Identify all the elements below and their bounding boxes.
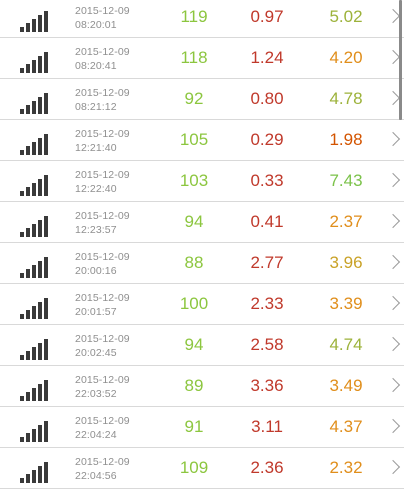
upload-value: 3.39 bbox=[329, 294, 363, 313]
results-list: 2015-12-09 08:20:01 119 0.97 5.02 2015-1… bbox=[0, 0, 404, 489]
chevron-right-icon[interactable] bbox=[385, 377, 401, 393]
result-time: 12:23:57 bbox=[75, 224, 117, 236]
signal-strength-icon bbox=[20, 338, 50, 360]
upload-value: 4.20 bbox=[329, 48, 363, 67]
chevron-right-icon[interactable] bbox=[385, 254, 401, 270]
signal-strength-icon bbox=[20, 174, 50, 196]
download-value: 0.41 bbox=[250, 212, 284, 231]
upload-value: 4.78 bbox=[329, 89, 363, 108]
chevron-right-icon[interactable] bbox=[385, 336, 401, 352]
ping-value: 91 bbox=[184, 417, 204, 436]
result-row[interactable]: 2015-12-09 20:00:16 88 2.77 3.96 bbox=[0, 243, 404, 284]
ping-value: 103 bbox=[179, 171, 209, 190]
ping-value: 88 bbox=[184, 253, 204, 272]
upload-value: 3.49 bbox=[329, 376, 363, 395]
download-value: 2.33 bbox=[250, 294, 284, 313]
chevron-right-icon[interactable] bbox=[385, 90, 401, 106]
result-time: 20:00:16 bbox=[75, 265, 117, 277]
result-date: 2015-12-09 bbox=[75, 251, 130, 263]
upload-value: 7.43 bbox=[329, 171, 363, 190]
download-value: 2.36 bbox=[250, 458, 284, 477]
upload-value: 2.37 bbox=[329, 212, 363, 231]
download-value: 0.80 bbox=[250, 89, 284, 108]
upload-value: 4.74 bbox=[329, 335, 363, 354]
result-time: 22:04:24 bbox=[75, 429, 117, 441]
result-row[interactable]: 2015-12-09 08:21:12 92 0.80 4.78 bbox=[0, 79, 404, 120]
upload-value: 4.37 bbox=[329, 417, 363, 436]
result-row[interactable]: 2015-12-09 12:23:57 94 0.41 2.37 bbox=[0, 202, 404, 243]
signal-strength-icon bbox=[20, 461, 50, 483]
download-value: 0.29 bbox=[250, 130, 284, 149]
ping-value: 109 bbox=[179, 458, 209, 477]
upload-value: 2.32 bbox=[329, 458, 363, 477]
result-row[interactable]: 2015-12-09 22:04:24 91 3.11 4.37 bbox=[0, 407, 404, 448]
result-date: 2015-12-09 bbox=[75, 46, 130, 58]
result-row[interactable]: 2015-12-09 20:01:57 100 2.33 3.39 bbox=[0, 284, 404, 325]
chevron-right-icon[interactable] bbox=[385, 131, 401, 147]
result-date: 2015-12-09 bbox=[75, 87, 130, 99]
signal-strength-icon bbox=[20, 297, 50, 319]
upload-value: 1.98 bbox=[329, 130, 363, 149]
result-time: 08:21:12 bbox=[75, 101, 117, 113]
result-time: 08:20:41 bbox=[75, 60, 117, 72]
result-date: 2015-12-09 bbox=[75, 292, 130, 304]
ping-value: 89 bbox=[184, 376, 204, 395]
result-time: 12:22:40 bbox=[75, 183, 117, 195]
chevron-right-icon[interactable] bbox=[385, 213, 401, 229]
signal-strength-icon bbox=[20, 420, 50, 442]
download-value: 2.77 bbox=[250, 253, 284, 272]
result-date: 2015-12-09 bbox=[75, 333, 130, 345]
result-time: 20:01:57 bbox=[75, 306, 117, 318]
signal-strength-icon bbox=[20, 51, 50, 73]
result-row[interactable]: 2015-12-09 08:20:01 119 0.97 5.02 bbox=[0, 0, 404, 38]
download-value: 2.58 bbox=[250, 335, 284, 354]
result-row[interactable]: 2015-12-09 20:02:45 94 2.58 4.74 bbox=[0, 325, 404, 366]
scrollbar[interactable] bbox=[399, 0, 402, 120]
result-row[interactable]: 2015-12-09 12:21:40 105 0.29 1.98 bbox=[0, 120, 404, 161]
signal-strength-icon bbox=[20, 215, 50, 237]
result-row[interactable]: 2015-12-09 08:20:41 118 1.24 4.20 bbox=[0, 38, 404, 79]
download-value: 1.24 bbox=[250, 48, 284, 67]
result-date: 2015-12-09 bbox=[75, 374, 130, 386]
download-value: 3.11 bbox=[251, 417, 283, 436]
download-value: 0.97 bbox=[250, 7, 284, 26]
result-row[interactable]: 2015-12-09 22:04:56 109 2.36 2.32 bbox=[0, 448, 404, 489]
result-date: 2015-12-09 bbox=[75, 169, 130, 181]
ping-value: 94 bbox=[184, 212, 204, 231]
signal-strength-icon bbox=[20, 133, 50, 155]
result-date: 2015-12-09 bbox=[75, 210, 130, 222]
ping-value: 94 bbox=[184, 335, 204, 354]
download-value: 0.33 bbox=[250, 171, 284, 190]
download-value: 3.36 bbox=[250, 376, 284, 395]
result-time: 22:04:56 bbox=[75, 470, 117, 482]
ping-value: 119 bbox=[180, 7, 208, 26]
signal-strength-icon bbox=[20, 92, 50, 114]
chevron-right-icon[interactable] bbox=[385, 8, 401, 24]
upload-value: 5.02 bbox=[329, 7, 363, 26]
result-date: 2015-12-09 bbox=[75, 456, 130, 468]
result-time: 20:02:45 bbox=[75, 347, 117, 359]
ping-value: 92 bbox=[184, 89, 204, 108]
result-date: 2015-12-09 bbox=[75, 5, 130, 17]
result-date: 2015-12-09 bbox=[75, 128, 130, 140]
ping-value: 118 bbox=[180, 48, 208, 67]
chevron-right-icon[interactable] bbox=[385, 459, 401, 475]
result-date: 2015-12-09 bbox=[75, 415, 130, 427]
chevron-right-icon[interactable] bbox=[385, 418, 401, 434]
chevron-right-icon[interactable] bbox=[385, 172, 401, 188]
result-row[interactable]: 2015-12-09 22:03:52 89 3.36 3.49 bbox=[0, 366, 404, 407]
signal-strength-icon bbox=[20, 379, 50, 401]
result-time: 22:03:52 bbox=[75, 388, 117, 400]
upload-value: 3.96 bbox=[329, 253, 363, 272]
result-time: 12:21:40 bbox=[75, 142, 117, 154]
result-row[interactable]: 2015-12-09 12:22:40 103 0.33 7.43 bbox=[0, 161, 404, 202]
signal-strength-icon bbox=[20, 256, 50, 278]
result-time: 08:20:01 bbox=[75, 19, 117, 31]
signal-strength-icon bbox=[20, 10, 50, 32]
chevron-right-icon[interactable] bbox=[385, 49, 401, 65]
ping-value: 105 bbox=[179, 130, 209, 149]
ping-value: 100 bbox=[179, 294, 209, 313]
chevron-right-icon[interactable] bbox=[385, 295, 401, 311]
